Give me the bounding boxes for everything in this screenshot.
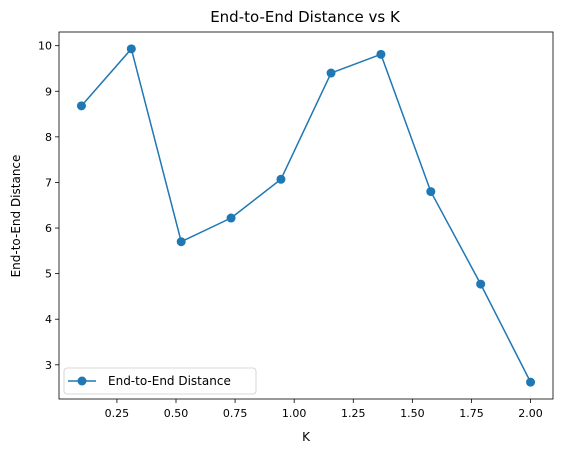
x-tick-label: 0.50 — [164, 407, 189, 420]
legend: End-to-End Distance — [63, 367, 257, 395]
y-tick-label: 8 — [45, 131, 52, 144]
x-tick-label: 0.25 — [105, 407, 130, 420]
data-point — [126, 44, 136, 54]
data-point — [426, 187, 436, 197]
chart-title: End-to-End Distance vs K — [210, 8, 401, 26]
series-line — [80, 48, 532, 383]
data-point — [276, 174, 286, 184]
x-tick-label: 0.75 — [223, 407, 248, 420]
data-point — [76, 101, 86, 111]
y-tick-label: 7 — [45, 176, 52, 189]
plot-area-frame — [58, 31, 554, 400]
ticks-layer: 0.25 0.50 0.75 1.00 1.25 1.50 1.75 2.00 3 4 5 6 7 8 9 1… — [38, 40, 543, 420]
x-tick-label: 1.25 — [341, 407, 366, 420]
y-tick-label: 10 — [38, 40, 52, 53]
y-tick-label: 9 — [45, 85, 52, 98]
x-tick-label: 1.75 — [459, 407, 484, 420]
data-point — [526, 377, 536, 387]
data-point — [326, 68, 336, 78]
x-tick-label: 2.00 — [518, 407, 543, 420]
series-layer — [76, 44, 536, 387]
x-tick-label: 1.00 — [282, 407, 307, 420]
x-tick-label: 1.50 — [400, 407, 425, 420]
legend-entry-label: End-to-End Distance — [108, 374, 231, 388]
y-tick-label: 5 — [45, 268, 52, 281]
y-tick-label: 4 — [45, 313, 52, 326]
data-point — [226, 213, 236, 223]
data-point — [176, 237, 186, 247]
legend-box — [63, 367, 257, 395]
data-point — [476, 279, 486, 289]
data-point — [376, 49, 386, 59]
x-axis-label: K — [302, 430, 311, 444]
y-tick-label: 6 — [45, 222, 52, 235]
y-axis-label: End-to-End Distance — [9, 155, 23, 278]
legend-marker-sample — [77, 376, 87, 386]
y-tick-label: 3 — [45, 359, 52, 372]
